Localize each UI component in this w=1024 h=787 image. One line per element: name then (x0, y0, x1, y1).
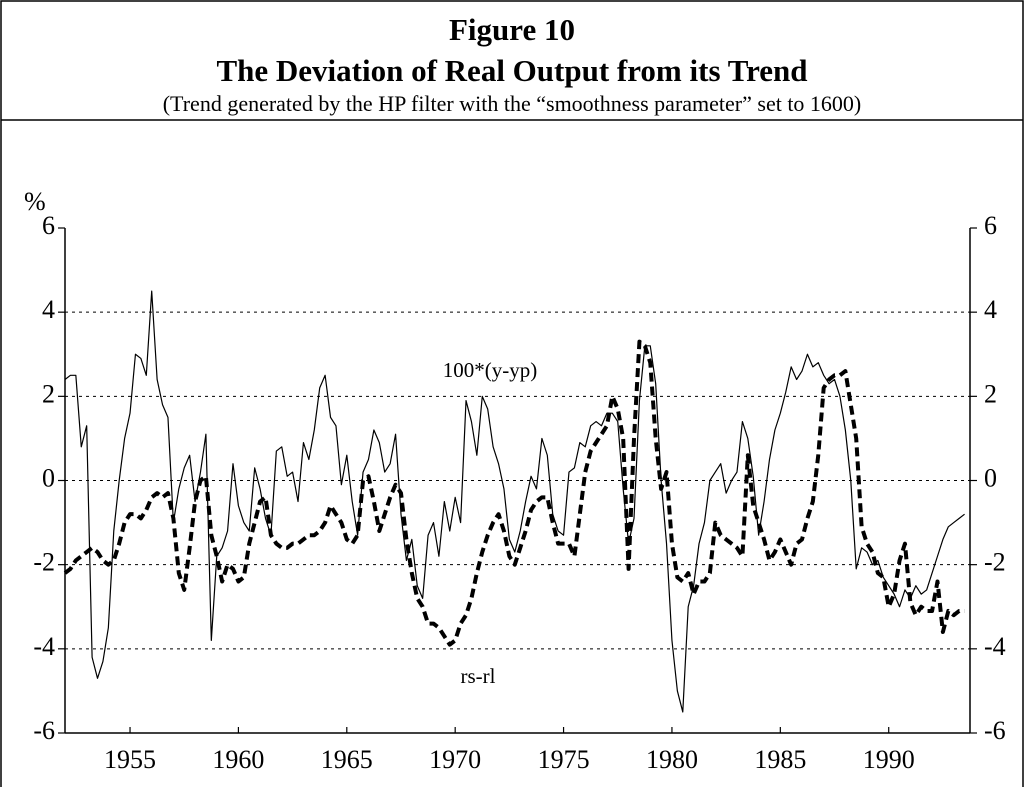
y-tick-label: -6 (33, 716, 55, 745)
series-label: rs-rl (461, 664, 496, 688)
y2-tick-label: -6 (984, 716, 1006, 745)
data-line (64, 290, 965, 713)
x-tick-label: 1960 (212, 745, 264, 774)
chart-note: (Trend generated by the HP filter with t… (163, 91, 862, 116)
y2-tick-label: -2 (984, 548, 1006, 577)
series-label: 100*(y-yp) (443, 358, 537, 382)
chart-title: Figure 10 (449, 12, 575, 47)
chart-subtitle: The Deviation of Real Output from its Tr… (216, 53, 807, 88)
y2-tick-label: 4 (984, 295, 997, 324)
x-tick-label: 1975 (538, 745, 590, 774)
data-line (63, 339, 965, 647)
y-tick-label: 2 (42, 379, 55, 408)
y-tick-label: -4 (33, 632, 55, 661)
y2-tick-label: 2 (984, 379, 997, 408)
x-tick-label: 1990 (863, 745, 915, 774)
y-tick-label: 4 (42, 295, 55, 324)
x-tick-label: 1970 (429, 745, 481, 774)
y2-tick-label: 6 (984, 211, 997, 240)
x-tick-label: 1980 (646, 745, 698, 774)
x-tick-label: 1985 (754, 745, 806, 774)
y-axis-label: % (24, 187, 46, 216)
y-tick-label: -2 (33, 548, 55, 577)
y2-tick-label: -4 (984, 632, 1006, 661)
x-tick-label: 1965 (321, 745, 373, 774)
y-tick-label: 0 (42, 463, 55, 492)
y-tick-label: 6 (42, 211, 55, 240)
x-tick-label: 1955 (104, 745, 156, 774)
y2-tick-label: 0 (984, 463, 997, 492)
